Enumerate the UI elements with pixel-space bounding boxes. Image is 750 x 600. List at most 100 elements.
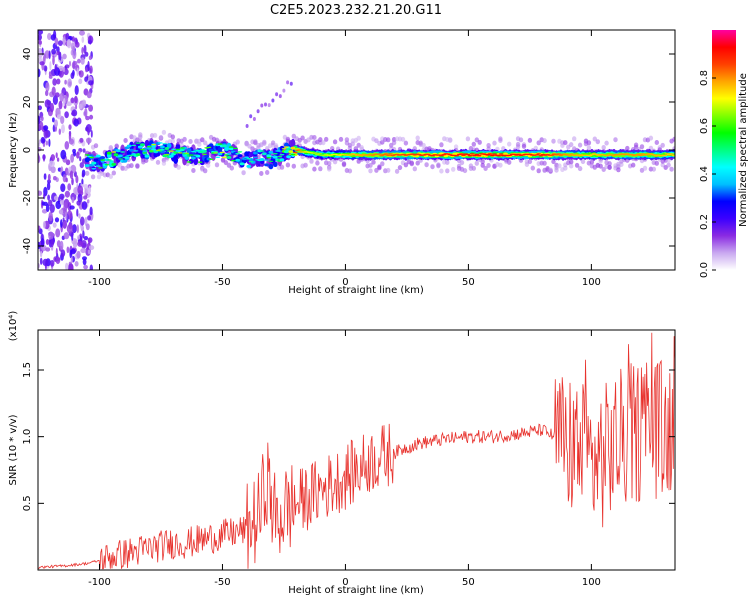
noise-blob xyxy=(43,173,47,180)
noise-blob xyxy=(69,60,71,67)
tail-blob xyxy=(278,94,282,99)
noise-blob xyxy=(88,80,94,86)
halo-blob xyxy=(586,140,592,146)
ridge-blob xyxy=(226,156,232,159)
halo-blob xyxy=(368,162,373,168)
ridge-blob xyxy=(279,145,285,151)
halo-blob xyxy=(397,165,403,171)
ridge-blob xyxy=(556,153,562,155)
spec-xtick-label: 0 xyxy=(342,277,348,288)
snr-xtick-label: -50 xyxy=(214,577,230,588)
tail-blob xyxy=(256,109,260,114)
noise-blob xyxy=(40,238,45,247)
noise-blob xyxy=(38,47,42,53)
halo-blob xyxy=(114,143,119,149)
noise-blob xyxy=(71,196,75,203)
ridge-blob xyxy=(250,162,256,164)
ridge-blob xyxy=(323,153,329,156)
halo-blob xyxy=(551,159,556,165)
ridge-blob xyxy=(98,167,103,169)
ridge-blob xyxy=(321,154,327,157)
ridge-blob xyxy=(129,154,134,157)
noise-blob xyxy=(62,219,67,229)
noise-blob xyxy=(38,139,41,144)
halo-blob xyxy=(642,165,648,171)
noise-blob xyxy=(89,206,93,216)
halo-blob xyxy=(586,145,592,151)
noise-blob xyxy=(38,225,41,231)
ridge-blob xyxy=(191,156,196,160)
halo-blob xyxy=(93,143,99,149)
noise-blob xyxy=(72,224,77,234)
ridge-blob xyxy=(129,148,134,152)
snr-xlabel: Height of straight line (km) xyxy=(288,585,424,596)
halo-blob xyxy=(182,136,187,142)
ridge-blob xyxy=(168,150,174,152)
halo-blob xyxy=(285,162,291,168)
noise-blob xyxy=(45,140,49,146)
halo-blob xyxy=(155,159,161,165)
halo-blob xyxy=(203,140,208,146)
noise-blob xyxy=(86,199,90,204)
halo-blob xyxy=(486,163,491,168)
snr-series-line xyxy=(38,332,675,570)
halo-blob xyxy=(471,165,476,171)
noise-blob xyxy=(88,185,91,194)
halo-blob xyxy=(324,136,329,142)
halo-blob xyxy=(569,142,574,148)
noise-blob xyxy=(38,30,43,35)
noise-blob xyxy=(38,68,41,78)
noise-blob xyxy=(59,200,65,206)
noise-blob xyxy=(52,117,55,123)
colorbar-tick-label: 0.8 xyxy=(699,70,710,86)
ridge-blob xyxy=(268,164,274,170)
ridge-blob xyxy=(370,154,376,157)
halo-blob xyxy=(453,144,459,150)
halo-blob xyxy=(633,142,639,148)
tail-blob xyxy=(275,92,279,97)
halo-blob xyxy=(247,143,252,149)
noise-blob xyxy=(49,160,55,168)
noise-blob xyxy=(87,60,90,71)
noise-blob xyxy=(45,239,50,245)
snr-frame xyxy=(37,329,676,571)
ridge-blob xyxy=(104,164,110,166)
ridge-blob xyxy=(175,144,181,150)
ridge-blob xyxy=(113,154,119,156)
snr-xtick-label: -100 xyxy=(88,577,111,588)
ridge-blob xyxy=(467,155,473,157)
halo-blob xyxy=(315,160,320,166)
noise-blob xyxy=(49,102,55,113)
ridge-blob xyxy=(235,153,241,155)
noise-blob xyxy=(65,159,71,166)
halo-blob xyxy=(471,141,476,147)
noise-blob xyxy=(56,157,60,162)
noise-blob xyxy=(44,99,51,108)
halo-blob xyxy=(560,143,565,148)
halo-blob xyxy=(507,159,512,165)
ridge-blob xyxy=(106,151,112,155)
halo-blob xyxy=(515,141,521,147)
noise-blob xyxy=(47,32,52,41)
halo-blob xyxy=(660,162,665,168)
noise-blob xyxy=(48,50,51,60)
halo-blob xyxy=(321,140,326,146)
snr-xtick-label: 100 xyxy=(582,577,601,588)
ridge-blob xyxy=(140,148,145,151)
noise-blob xyxy=(63,232,70,240)
colorbar-tick-label: 0.2 xyxy=(699,214,710,230)
noise-blob xyxy=(56,78,61,85)
ridge-blob xyxy=(469,153,475,155)
ridge-blob xyxy=(465,153,471,156)
halo-blob xyxy=(415,135,420,141)
ridge-blob xyxy=(538,155,544,157)
halo-blob xyxy=(669,166,674,172)
ridge-blob xyxy=(202,153,207,155)
ridge-blob xyxy=(425,153,431,155)
tail-blob xyxy=(252,117,256,121)
halo-blob xyxy=(492,140,497,146)
ridge-blob xyxy=(160,149,165,151)
halo-blob xyxy=(527,159,533,165)
ridge-blob xyxy=(472,154,477,157)
noise-blob xyxy=(82,258,87,266)
